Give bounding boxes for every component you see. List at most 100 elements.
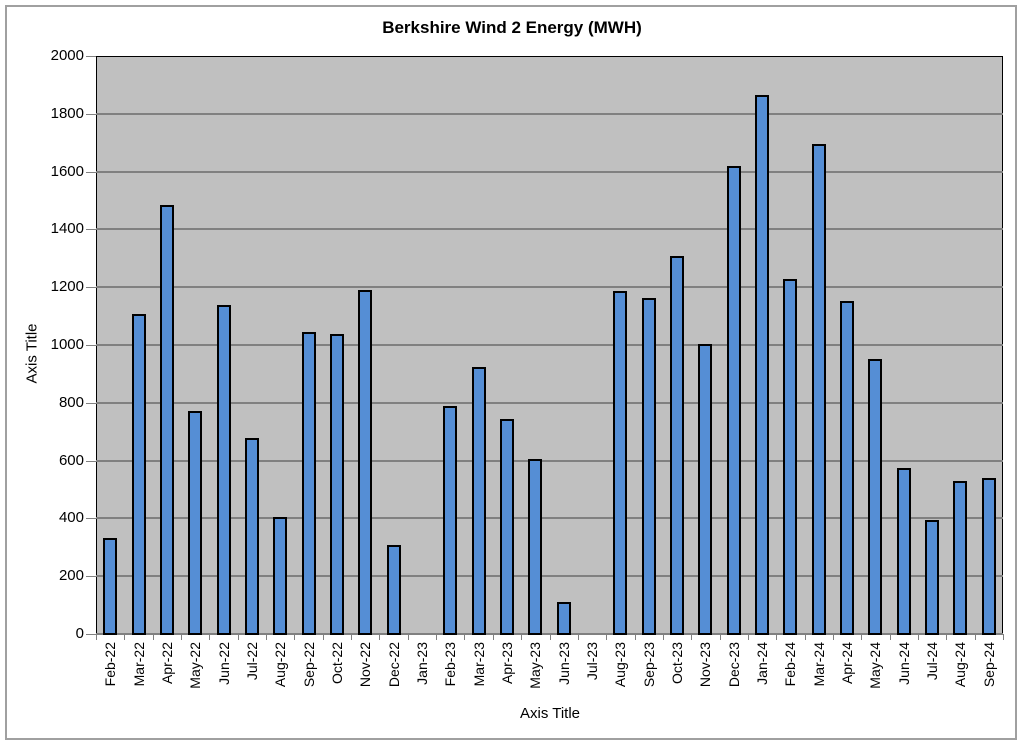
y-tick	[86, 402, 96, 404]
x-tick-label-text: Aug-22	[272, 642, 289, 688]
bar	[471, 366, 486, 635]
x-tick	[606, 634, 608, 640]
x-tick-label-text: Sep-24	[980, 642, 997, 688]
x-tick-label-text: Jul-24	[924, 642, 941, 681]
gridline	[96, 286, 1003, 289]
bar	[329, 334, 344, 635]
x-tick	[889, 634, 891, 640]
bar	[641, 297, 656, 635]
gridline	[96, 112, 1003, 115]
bar	[698, 344, 713, 635]
gridline	[96, 344, 1003, 346]
bar	[755, 95, 770, 635]
gridline	[96, 517, 1003, 520]
y-tick-label: 1000	[50, 336, 84, 353]
x-tick-label-text: Apr-23	[498, 642, 515, 685]
x-tick	[1003, 634, 1004, 640]
bar	[925, 519, 940, 635]
bar	[131, 314, 146, 635]
x-tick-label-text: May-23	[527, 642, 544, 689]
x-tick	[634, 634, 636, 640]
x-tick	[294, 634, 296, 640]
x-tick	[691, 634, 693, 640]
x-tick-label-text: May-22	[187, 642, 204, 689]
gridline	[96, 170, 1003, 173]
y-tick-label: 400	[58, 509, 84, 527]
x-tick-label-text: Sep-22	[300, 642, 317, 688]
x-tick	[521, 634, 523, 640]
y-tick	[86, 576, 96, 578]
bar	[528, 458, 543, 635]
y-tick	[86, 113, 96, 115]
x-tick	[407, 634, 409, 640]
x-tick-label-text: Oct-22	[328, 642, 345, 685]
x-tick-label-text: Mar-24	[810, 642, 827, 687]
y-tick-label: 1200	[50, 278, 84, 296]
x-axis-title: Axis Title	[0, 705, 1024, 722]
bar	[726, 166, 741, 635]
bar	[556, 601, 571, 635]
x-tick	[747, 634, 749, 640]
bar	[159, 205, 174, 635]
x-tick-label-text: Feb-22	[102, 642, 119, 687]
x-tick	[266, 634, 268, 640]
y-tick-label: 1800	[50, 104, 84, 122]
x-tick	[152, 634, 154, 640]
x-tick	[351, 634, 353, 640]
bar	[670, 255, 685, 635]
y-tick	[86, 460, 96, 462]
gridline	[96, 228, 1003, 231]
x-tick	[237, 634, 239, 640]
y-tick-label: 0	[75, 625, 84, 642]
x-tick-label-text: Mar-22	[130, 642, 147, 687]
x-tick-label: Sep-24	[981, 640, 1017, 700]
chart-title: Berkshire Wind 2 Energy (MWH)	[382, 18, 642, 37]
x-tick	[974, 634, 976, 640]
x-tick	[719, 634, 721, 640]
x-tick-label-text: Feb-24	[782, 642, 799, 687]
x-tick	[832, 634, 834, 640]
x-tick-label-text: Apr-24	[839, 642, 856, 685]
bar	[613, 290, 628, 635]
x-tick-label-text: Oct-23	[669, 642, 686, 685]
y-tick	[86, 287, 96, 289]
y-tick-label: 200	[58, 567, 84, 585]
x-tick-label-text: Jul-22	[243, 642, 260, 681]
x-tick-label-text: Jun-24	[895, 642, 912, 685]
y-tick	[86, 634, 96, 635]
x-tick	[379, 634, 381, 640]
x-tick	[804, 634, 806, 640]
x-tick-label-text: Mar-23	[470, 642, 487, 687]
y-tick-label: 800	[58, 393, 84, 411]
x-tick-label-text: Nov-22	[357, 642, 374, 688]
bar	[216, 305, 231, 635]
bar	[301, 331, 316, 635]
y-axis-title: Axis Title	[23, 323, 41, 384]
x-tick	[464, 634, 466, 640]
bar	[783, 279, 798, 635]
x-tick	[209, 634, 211, 640]
y-tick-label: 1400	[50, 220, 84, 238]
y-tick	[86, 345, 96, 346]
x-tick-label-text: Aug-23	[612, 642, 629, 688]
y-tick	[86, 171, 96, 173]
bar	[386, 544, 401, 635]
x-tick-label-text: Sep-23	[640, 642, 657, 688]
x-tick-label-text: Aug-24	[952, 642, 969, 688]
y-tick-label: 1600	[50, 162, 84, 180]
gridline	[96, 459, 1003, 462]
y-tick	[86, 518, 96, 520]
bar	[358, 290, 373, 635]
bar	[244, 438, 259, 635]
x-tick-label-text: Jan-23	[413, 642, 430, 685]
x-tick-label-text: Feb-23	[442, 642, 459, 687]
x-tick	[181, 634, 183, 640]
x-tick	[662, 634, 664, 640]
x-tick-label-text: Jan-24	[754, 642, 771, 685]
x-tick	[322, 634, 324, 640]
bar	[896, 468, 911, 635]
y-tick	[86, 229, 96, 231]
x-tick	[776, 634, 778, 640]
x-tick	[124, 634, 126, 640]
x-tick	[436, 634, 438, 640]
